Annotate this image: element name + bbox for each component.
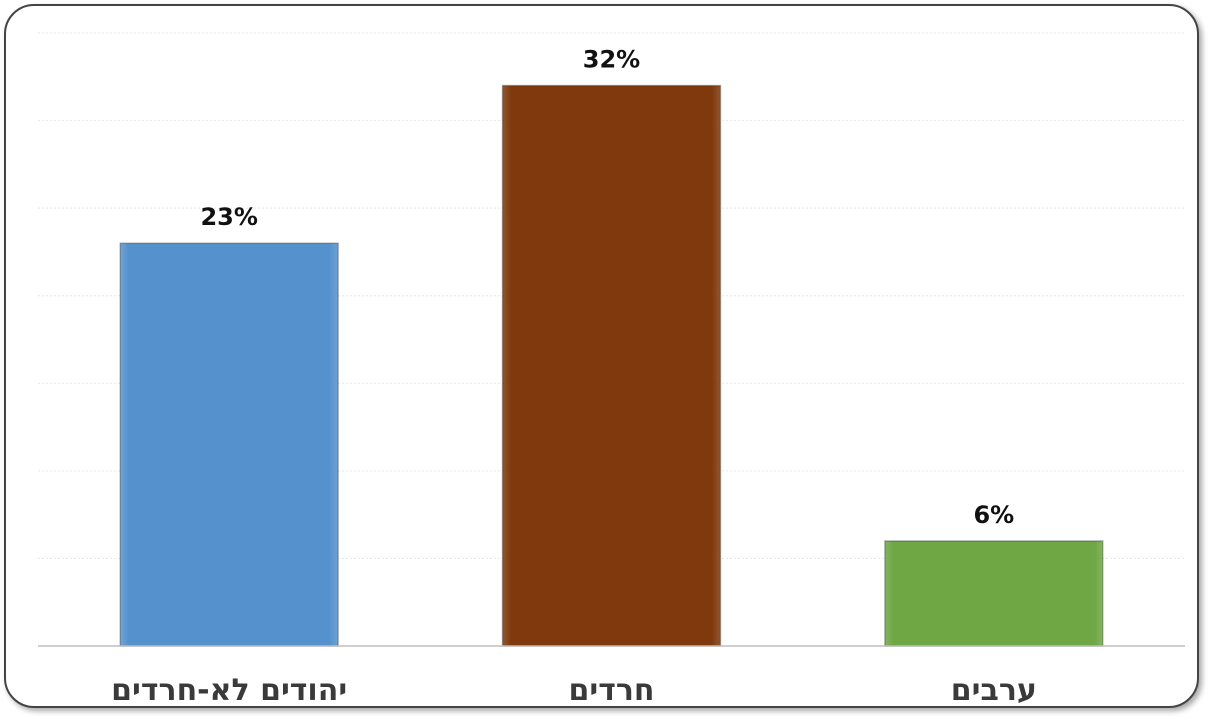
category-label-1: חרדים: [568, 673, 654, 708]
bar-2: [884, 540, 1104, 647]
data-label-1: 32%: [583, 46, 640, 74]
category-label-2: ערבים: [951, 673, 1037, 708]
bars: [119, 84, 1104, 647]
bar-0: [119, 242, 339, 647]
value-labels: 23% 32% 6%: [200, 46, 1014, 529]
category-label-0: יהודים לא-חרדים: [111, 673, 347, 708]
data-label-0: 23%: [200, 203, 257, 231]
data-label-2: 6%: [973, 501, 1014, 529]
bar-1: [501, 84, 722, 647]
category-labels: יהודים לא-חרדים חרדים ערבים: [111, 673, 1037, 708]
